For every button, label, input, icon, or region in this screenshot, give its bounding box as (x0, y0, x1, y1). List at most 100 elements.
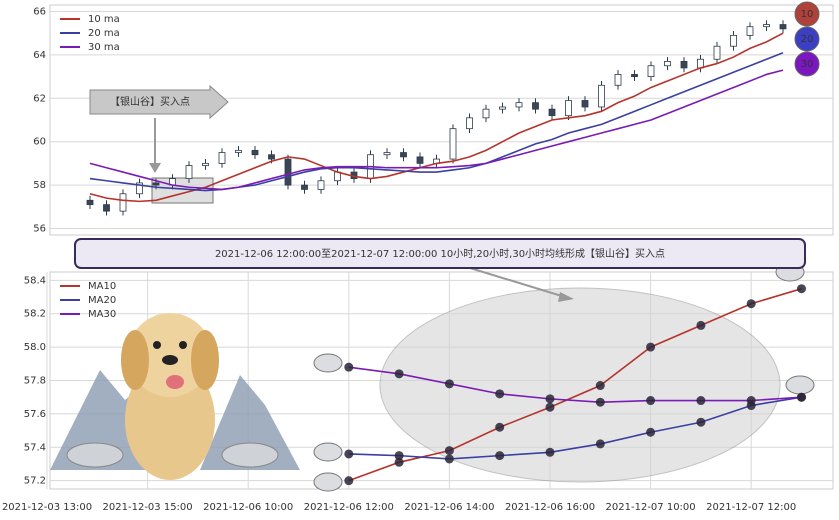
candle-body (680, 61, 688, 69)
y-tick-label: 58.2 (24, 309, 46, 320)
candle-body (86, 199, 94, 206)
candle-body (532, 102, 539, 110)
ma-point (797, 392, 806, 402)
x-tick-label: 2021-12-06 14:00 (404, 502, 494, 513)
candle-body (136, 182, 143, 195)
legend-label: 10 ma (88, 14, 120, 25)
candle-body (730, 34, 737, 47)
ma-point (595, 397, 605, 407)
y-tick-label: 57.8 (24, 376, 46, 387)
candle-body (779, 24, 787, 30)
y-tick-label: 58.0 (24, 342, 46, 353)
ma-point (444, 446, 454, 456)
legend-label: MA10 (88, 281, 116, 292)
y-tick-label: 60 (33, 137, 46, 148)
candle-body (218, 152, 226, 164)
candle-body (466, 117, 473, 130)
silver-ingot (313, 353, 343, 373)
candle-body (152, 182, 160, 186)
y-tick-label: 57.4 (24, 442, 46, 453)
ma-point (394, 451, 404, 461)
silver-ingot (313, 442, 343, 462)
x-tick-label: 2021-12-06 16:00 (505, 502, 595, 513)
candle-body (565, 100, 572, 117)
silver-ingot (221, 442, 279, 468)
ma-point (545, 447, 555, 457)
y-tick-label: 62 (33, 93, 46, 104)
dog-eye (179, 341, 187, 349)
candle-body (416, 156, 424, 164)
silver-ingot (313, 472, 343, 492)
badge (794, 51, 820, 77)
x-tick-label: 2021-12-03 13:00 (2, 502, 92, 513)
ma-point (696, 417, 706, 427)
x-tick-label: 2021-12-03 15:00 (103, 502, 193, 513)
candle-body (598, 84, 605, 108)
candle-body (548, 108, 556, 117)
ma-point (344, 362, 354, 372)
candlestick-chart: 56 58 60 62 64 66 10 ma 20 ma 30 ma 【银山谷】买入点 10 20 3… (33, 1, 834, 236)
legend-label: MA20 (88, 295, 116, 306)
x-tick-label: 2021-12-07 10:00 (606, 502, 696, 513)
candle-body (185, 165, 193, 179)
ma-point (595, 439, 605, 449)
ma-line (89, 32, 784, 203)
badge (794, 26, 820, 52)
banner-pointer-head (558, 292, 574, 302)
ma-point (394, 457, 404, 467)
banner-title: 2021-12-06 12:00:00至2021-12-07 12:00:00 … (215, 247, 665, 260)
ma-point (797, 284, 806, 294)
ma-point (646, 427, 656, 437)
candle-body (268, 154, 275, 160)
annotation-label: 【银山谷】买入点 (110, 95, 190, 108)
ma-point (696, 396, 706, 406)
x-tick-label: 2021-12-07 12:00 (706, 502, 796, 513)
legend-label: MA30 (88, 309, 116, 320)
ma-point (746, 299, 756, 309)
candle-body (499, 106, 506, 110)
annotation-pointer-head (149, 163, 161, 173)
badge-label: 10 (801, 9, 814, 20)
silver-ingot (66, 442, 124, 468)
ma-point (344, 476, 354, 486)
ma-point (545, 402, 555, 412)
candle-body (515, 102, 523, 108)
annotation-arrow (89, 84, 229, 120)
ma-point (444, 454, 454, 464)
ma-point (646, 342, 656, 352)
candle-body (581, 100, 589, 108)
ma-line (89, 69, 784, 191)
y-tick-label: 57.2 (24, 476, 46, 487)
ma-point (444, 379, 454, 389)
candle-body (746, 26, 754, 36)
candle-body (202, 162, 209, 166)
dog-eye (153, 341, 161, 349)
candle-body (647, 65, 655, 78)
x-tick-label: 2021-12-06 12:00 (304, 502, 394, 513)
candle-body (383, 152, 391, 156)
dog-ear (121, 330, 149, 390)
ma-point (495, 422, 505, 432)
silver-ingot (785, 375, 815, 395)
y-tick-label: 64 (33, 50, 46, 61)
banner (74, 238, 806, 269)
candle-body (631, 74, 638, 78)
y-tick-label: 57.6 (24, 409, 46, 420)
candle-body (449, 128, 457, 160)
badge (794, 1, 820, 27)
y-tick-label: 58.4 (24, 275, 46, 286)
ma-line (89, 51, 784, 192)
candle-body (713, 45, 721, 60)
candle-body (251, 149, 259, 156)
ma-point (495, 389, 505, 399)
ma-line (348, 287, 802, 482)
y-tick-label: 66 (33, 7, 46, 18)
candle-body (317, 180, 325, 190)
candle-body (763, 24, 770, 28)
highlight-ellipse (379, 287, 781, 483)
ma-line (348, 366, 802, 404)
x-tick-label: 2021-12-06 10:00 (203, 502, 293, 513)
y-tick-label: 56 (33, 223, 46, 234)
dog-tongue (166, 375, 184, 389)
